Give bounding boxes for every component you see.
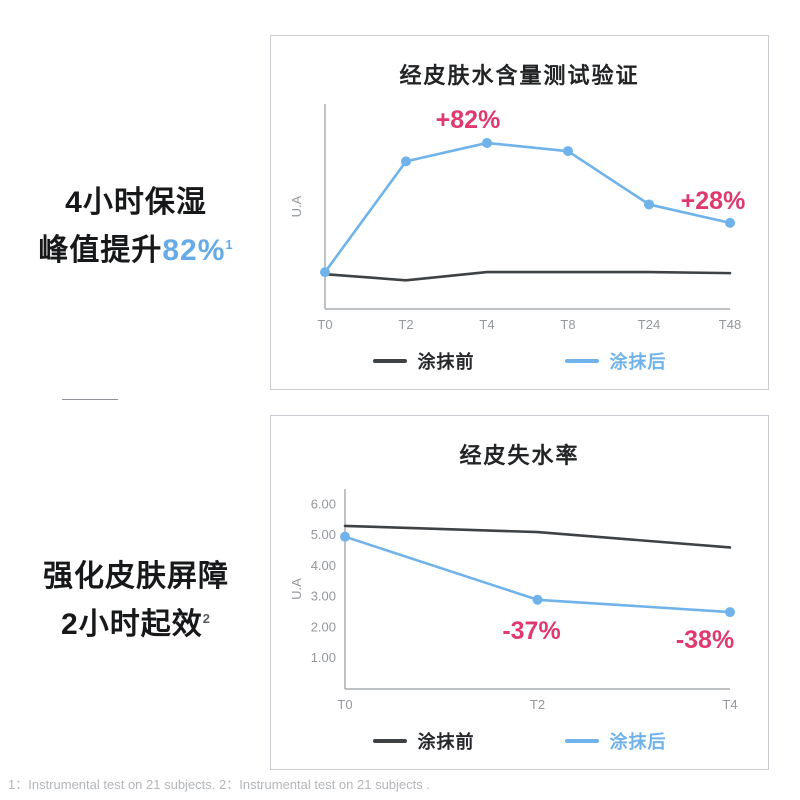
data-point (340, 531, 350, 542)
divider (62, 399, 118, 400)
data-point (725, 607, 735, 618)
x-tick-label: T4 (722, 697, 737, 712)
data-point (644, 199, 654, 210)
x-tick-label: T2 (530, 697, 545, 712)
claim-moisture-value: 82% (162, 234, 226, 267)
x-tick-label: T24 (638, 317, 660, 332)
series-line (323, 270, 732, 282)
claim-barrier-footnote-mark: 2 (202, 611, 211, 626)
claim-moisture-line2-prefix: 峰值提升 (38, 234, 163, 267)
legend-label: 涂抹后 (609, 732, 667, 752)
y-tick-label: 1.00 (311, 650, 336, 665)
legend-swatch (372, 359, 407, 363)
data-point (563, 146, 573, 157)
data-point (482, 137, 492, 148)
y-axis-label: U.A (289, 578, 304, 600)
legend-swatch (372, 739, 407, 743)
claim-moisture-footnote-mark: 1 (225, 237, 234, 252)
chart-legend-water-content: 涂抹前 涂抹后 (271, 348, 768, 374)
water-loss-line-chart: U.A 6.00 5.00 4.00 3.00 2.00 1.00 T0 T2 T4 -37% -38… (289, 489, 738, 712)
data-point (532, 594, 543, 605)
series-line (323, 141, 732, 274)
legend-item-dark: 涂抹前 (372, 348, 475, 374)
y-tick-label: 5.00 (311, 527, 336, 542)
y-tick-label: 3.00 (311, 589, 336, 604)
legend-label: 涂抹前 (417, 352, 475, 372)
claim-barrier-line1: 强化皮肤屏障 (43, 560, 229, 593)
x-tick-label: T48 (719, 317, 741, 332)
claim-barrier: 强化皮肤屏障 2小时起效2 (0, 556, 272, 646)
chart-title-water-loss: 经皮失水率 (459, 443, 580, 468)
legend-item-blue: 涂抹后 (564, 348, 667, 374)
footnote: 1：Instrumental test on 21 subjects. 2：In… (8, 777, 430, 792)
series-line (343, 524, 732, 549)
claim-barrier-line2-text: 2小时起效 (61, 608, 203, 641)
legend-item-dark: 涂抹前 (372, 728, 475, 754)
claim-moisture-line1: 4小时保湿 (65, 186, 207, 219)
water-content-line-chart: U.A T0 T2 T4 T8 T24 T48 +82% +28% (289, 104, 746, 332)
chart-legend-water-loss: 涂抹前 涂抹后 (271, 728, 768, 754)
y-tick-label: 4.00 (311, 558, 336, 573)
x-tick-label: T0 (317, 317, 332, 332)
annotation-label: +28% (681, 187, 746, 215)
x-tick-label: T2 (398, 317, 413, 332)
legend-label: 涂抹后 (609, 352, 667, 372)
legend-swatch (564, 359, 599, 363)
data-point (320, 267, 330, 278)
x-tick-label: T8 (560, 317, 575, 332)
chart-title-water-content: 经皮肤水含量测试验证 (399, 63, 640, 88)
y-tick-label: 6.00 (311, 496, 336, 511)
legend-item-blue: 涂抹后 (564, 728, 667, 754)
legend-label: 涂抹前 (417, 732, 475, 752)
data-point (401, 156, 411, 167)
annotation-label: -38% (676, 626, 734, 654)
y-axis-label: U.A (289, 195, 304, 217)
x-tick-label: T0 (337, 697, 352, 712)
annotation-label: +82% (436, 106, 501, 134)
claim-moisture-line2: 峰值提升82%1 (0, 224, 272, 272)
data-point (725, 217, 735, 228)
claim-barrier-line2: 2小时起效2 (0, 598, 272, 646)
y-tick-label: 2.00 (311, 619, 336, 634)
annotation-label: -37% (502, 617, 560, 645)
chart-card-water-content: 经皮肤水含量测试验证 U.A T0 T2 T4 T8 T24 T48 +82% +28% 涂抹前… (270, 35, 769, 390)
chart-card-water-loss: 经皮失水率 U.A 6.00 5.00 4.00 3.00 2.00 1.00 T0 T2 T4 -… (270, 415, 769, 770)
legend-swatch (564, 739, 599, 743)
claim-moisture: 4小时保湿 峰值提升82%1 (0, 182, 272, 272)
x-tick-label: T4 (479, 317, 494, 332)
